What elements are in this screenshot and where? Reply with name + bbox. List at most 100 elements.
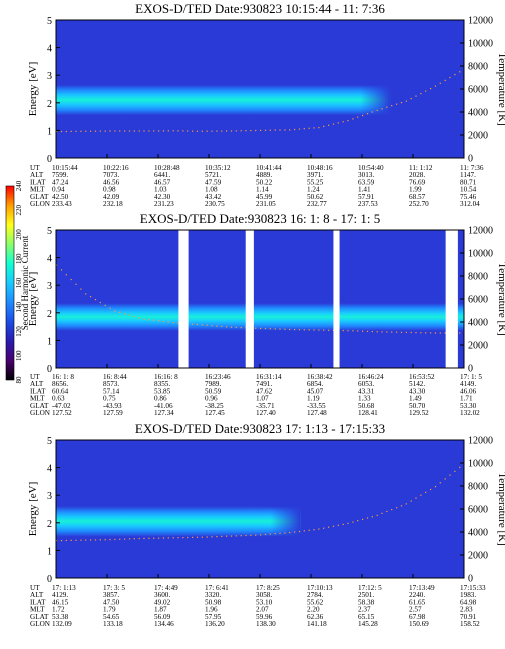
- ephemeris-row-label: ALT: [30, 171, 44, 179]
- ephemeris-row-label: UT: [30, 584, 40, 592]
- temperature-point: [313, 127, 315, 129]
- temperature-point: [70, 539, 72, 541]
- ephemeris-value: 17: 1: 5: [460, 373, 482, 381]
- temperature-point: [430, 488, 432, 491]
- colorbar-tick-label: 240: [15, 180, 23, 191]
- y2-tick-label: 10000: [468, 459, 493, 470]
- temperature-point: [289, 532, 291, 534]
- temperature-point: [124, 313, 126, 315]
- temperature-point: [104, 304, 106, 306]
- ephemeris-value: 50.98: [205, 598, 222, 606]
- temperature-point: [109, 130, 111, 132]
- temperature-point: [400, 331, 403, 333]
- ephemeris-value: 16: 1: 8: [52, 373, 74, 381]
- ephemeris-value: 3320.: [205, 591, 221, 599]
- temperature-point: [226, 326, 228, 328]
- temperature-point: [60, 540, 63, 542]
- temperature-point: [153, 130, 155, 132]
- ephemeris-value: 45.07: [307, 387, 324, 395]
- temperature-point: [94, 130, 97, 132]
- temperature-point: [206, 130, 208, 132]
- temperature-point: [60, 130, 63, 133]
- temperature-point: [459, 466, 461, 468]
- ephemeris-value: 7599.: [52, 171, 68, 179]
- ephemeris-value: 10:28:48: [154, 164, 180, 172]
- y2-tick-label: 4000: [468, 108, 488, 119]
- ephemeris-table: UT 17: 1:13 17: 3: 5 17: 4:49 17: 6:41 17: 8:…: [30, 584, 486, 628]
- temperature-point: [284, 532, 286, 534]
- temperature-point: [114, 538, 116, 541]
- temperature-point: [318, 329, 320, 331]
- temperature-point: [85, 293, 87, 295]
- y-tick-label: 3: [47, 281, 52, 292]
- ephemeris-value: 57.95: [205, 613, 222, 621]
- temperature-point: [366, 330, 369, 332]
- y-tick-label: 5: [47, 16, 52, 27]
- temperature-point: [459, 332, 461, 334]
- temperature-point: [230, 130, 233, 132]
- ephemeris-value: 7989.: [205, 380, 221, 388]
- ephemeris-value: 50.59: [205, 387, 222, 395]
- temperature-point: [240, 327, 242, 329]
- ephemeris-value: 2240.: [409, 591, 425, 599]
- temperature-point: [323, 125, 325, 127]
- ephemeris-value: 0.86: [154, 395, 167, 403]
- ephemeris-value: 1.87: [154, 606, 167, 614]
- energy-band: [56, 84, 391, 116]
- ephemeris-value: 3013.: [358, 171, 374, 179]
- temperature-point: [75, 283, 77, 285]
- temperature-point: [172, 537, 174, 539]
- ephemeris-value: 46.57: [154, 178, 171, 186]
- ephemeris-value: 11: 7:36: [460, 164, 484, 172]
- temperature-point: [90, 539, 92, 541]
- y-axis-label: Energy [eV]: [27, 272, 39, 326]
- temperature-point: [114, 130, 116, 132]
- ephemeris-value: 75.46: [460, 193, 477, 201]
- temperature-point: [138, 317, 140, 319]
- ephemeris-value: 53.30: [460, 402, 477, 410]
- ephemeris-value: 17: 3: 5: [103, 584, 125, 592]
- ephemeris-value: 233.43: [52, 200, 72, 208]
- y2-tick-label: 2000: [468, 551, 488, 562]
- temperature-point: [371, 331, 373, 333]
- colorbar-tick-label: 100: [15, 350, 23, 361]
- ephemeris-value: 1.19: [307, 395, 320, 403]
- temperature-point: [177, 322, 179, 324]
- y-tick-label: 3: [47, 491, 52, 502]
- y2-tick-label: 12000: [468, 436, 493, 447]
- y-tick-label: 1: [47, 126, 52, 137]
- y2-tick-label: 6000: [468, 295, 488, 306]
- colorbar-tick-label: 80: [15, 376, 23, 384]
- temperature-point: [264, 327, 267, 330]
- ephemeris-value: 16:16: 8: [154, 373, 178, 381]
- temperature-point: [80, 539, 82, 541]
- y2-tick-label: 12000: [468, 16, 493, 27]
- data-gap: [178, 230, 189, 368]
- temperature-point: [177, 130, 179, 132]
- temperature-point: [260, 327, 262, 329]
- colorbar-tick-label: 180: [15, 253, 23, 264]
- chart-title: EXOS-D/TED Date:930823 17: 1:13 - 17:15:…: [135, 421, 385, 436]
- ephemeris-value: 46.15: [52, 598, 69, 606]
- temperature-point: [230, 535, 233, 537]
- temperature-point: [90, 296, 92, 298]
- ephemeris-row-label: MLT: [30, 395, 45, 403]
- temperature-point: [347, 522, 349, 524]
- data-gap: [333, 230, 340, 368]
- ephemeris-value: 68.57: [409, 193, 426, 201]
- temperature-point: [337, 122, 339, 124]
- y-axis-label: Energy [eV]: [27, 62, 39, 116]
- temperature-point: [381, 331, 383, 333]
- colorbar-gradient: [5, 185, 15, 381]
- band-fade: [270, 506, 301, 537]
- temperature-point: [396, 103, 398, 105]
- ephemeris-value: 67.98: [409, 613, 426, 621]
- temperature-point: [162, 537, 165, 539]
- temperature-point: [119, 130, 121, 132]
- ephemeris-value: 50.68: [358, 402, 375, 410]
- ephemeris-row-label: GLAT: [30, 613, 49, 621]
- ephemeris-row-label: GLAT: [30, 402, 49, 410]
- ephemeris-value: 132.09: [52, 620, 72, 628]
- ephemeris-value: 1.14: [256, 186, 269, 194]
- y-tick-label: 0: [47, 154, 52, 165]
